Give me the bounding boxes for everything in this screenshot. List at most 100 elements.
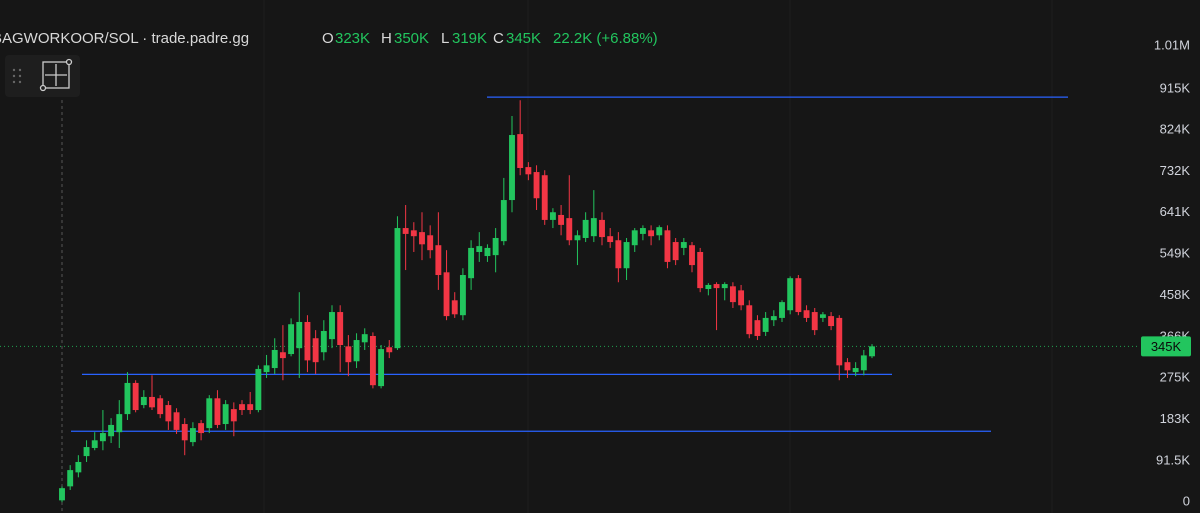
candle-body xyxy=(288,324,295,355)
candle-body xyxy=(353,340,360,362)
candle-body xyxy=(181,424,188,441)
candle-body xyxy=(83,447,90,457)
y-tick-label: 549K xyxy=(1160,246,1191,261)
candle-body xyxy=(541,175,548,220)
ohlc-value: 323K xyxy=(335,30,370,47)
candle-body xyxy=(795,278,802,313)
ohlc-value: 345K xyxy=(506,30,541,47)
candle-body xyxy=(369,335,376,386)
candle-body xyxy=(582,219,589,238)
ohlc-value: 350K xyxy=(394,30,429,47)
candle-body xyxy=(459,275,466,316)
candle-body xyxy=(378,349,385,387)
candle-body xyxy=(492,237,499,256)
candle-body xyxy=(451,300,458,315)
crosshair-tool[interactable] xyxy=(39,58,73,92)
candle-body xyxy=(623,242,630,269)
candle-body xyxy=(819,314,826,318)
candle-body xyxy=(263,365,270,373)
candle-body xyxy=(255,368,262,411)
candle-body xyxy=(361,334,368,343)
candle-body xyxy=(149,396,155,408)
toolbar xyxy=(5,55,80,97)
candle-body xyxy=(67,470,74,487)
candle-body xyxy=(296,321,303,349)
candle-body xyxy=(239,404,245,411)
candle-body xyxy=(247,404,254,411)
candle-body xyxy=(738,290,745,306)
legend-header: BAGWORKOOR/SOL · trade.padre.gg O 323K H… xyxy=(0,30,658,47)
candle-body xyxy=(279,352,286,359)
candle-body xyxy=(697,251,704,289)
candle-body xyxy=(419,232,425,245)
candle-body xyxy=(656,227,663,236)
candle-body xyxy=(590,218,597,237)
candle-body xyxy=(132,382,139,411)
candle-body xyxy=(705,284,712,290)
candle-body xyxy=(566,218,573,241)
ohlc-label: L xyxy=(441,30,449,47)
y-tick-label: 0 xyxy=(1183,494,1190,509)
candle-body xyxy=(639,228,646,234)
candle-body xyxy=(746,305,753,335)
candle-body xyxy=(75,461,82,473)
candle-body xyxy=(271,349,278,369)
candle-body xyxy=(312,338,319,363)
candle-body xyxy=(443,272,450,317)
drag-handle xyxy=(12,68,22,84)
ohlc-value: 319K xyxy=(452,30,487,47)
candle-body xyxy=(329,312,335,340)
y-tick-label: 275K xyxy=(1160,369,1191,384)
candle-body xyxy=(140,396,147,406)
candle-body xyxy=(476,246,483,252)
candle-body xyxy=(517,134,524,168)
candle-body xyxy=(828,316,835,327)
candle-body xyxy=(189,428,196,443)
candle-body xyxy=(484,247,491,257)
y-tick-label: 732K xyxy=(1160,163,1191,178)
candle-body xyxy=(836,317,843,366)
candle-body xyxy=(91,440,98,448)
candle-body xyxy=(468,247,475,279)
candle-body xyxy=(770,316,777,321)
candle-body xyxy=(852,368,859,373)
candle-body xyxy=(607,236,614,243)
ohlc-label: C xyxy=(493,30,504,47)
candle-body xyxy=(214,398,221,425)
vertical-grid xyxy=(263,0,1053,513)
y-tick-label: 183K xyxy=(1160,411,1191,426)
y-tick-label: 91.5K xyxy=(1156,452,1190,467)
candle-body xyxy=(173,412,180,430)
candle-body xyxy=(729,286,736,303)
candle-body xyxy=(664,230,671,262)
price-tag xyxy=(1141,336,1191,357)
candle-body xyxy=(549,212,556,220)
candle-body xyxy=(500,200,507,242)
ohlc-label: O xyxy=(322,30,334,47)
candle-body xyxy=(165,405,172,422)
candle-body xyxy=(680,242,687,248)
candle-body xyxy=(410,230,417,237)
change: 22.2K (+6.88%) xyxy=(553,30,658,47)
candle-body xyxy=(116,414,123,433)
candle-body xyxy=(615,240,622,269)
candle-body xyxy=(558,214,565,225)
candle-body xyxy=(672,242,679,261)
y-tick-label: 824K xyxy=(1160,121,1191,136)
candle-body xyxy=(787,278,794,311)
ohlc-label: H xyxy=(381,30,392,47)
y-tick-label: 641K xyxy=(1160,204,1191,219)
candle-body xyxy=(99,433,106,442)
candle-body xyxy=(779,302,785,318)
candle-body xyxy=(713,284,720,289)
y-tick-label: 458K xyxy=(1160,287,1191,302)
candle-body xyxy=(631,230,638,246)
candle-body xyxy=(345,346,352,363)
candle-body xyxy=(869,346,875,357)
candle-body xyxy=(754,320,761,336)
price-tag-label: 345K xyxy=(1151,339,1182,354)
candle-body xyxy=(844,362,851,371)
